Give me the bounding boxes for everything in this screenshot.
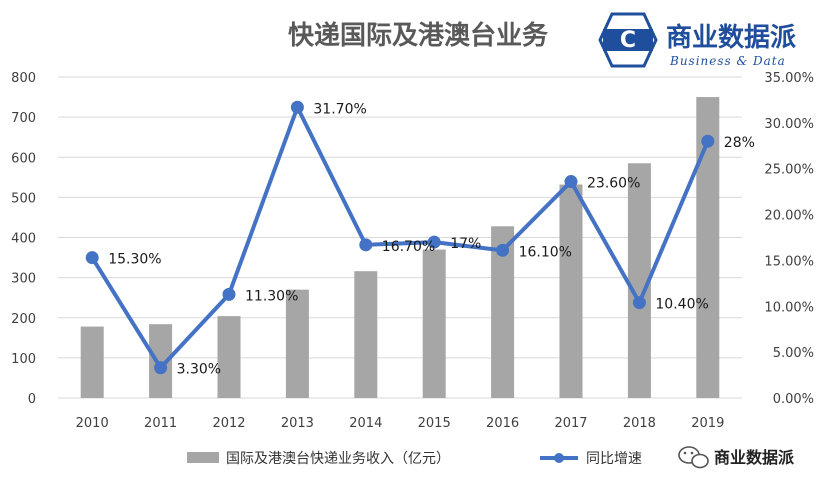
x-axis: 2010 2011 2012 2013 2014 2015 2016 2017 2018 2019 bbox=[76, 416, 725, 431]
chat-bubble-icon bbox=[678, 446, 709, 469]
point-2017 bbox=[564, 175, 578, 189]
y-left-tick-label: 600 bbox=[11, 151, 36, 166]
data-label: 10.40% bbox=[655, 297, 708, 313]
point-2018 bbox=[632, 296, 646, 310]
data-label: 16.70% bbox=[382, 239, 435, 255]
legend-line-label: 同比增速 bbox=[586, 451, 642, 467]
x-tick-label: 2012 bbox=[212, 416, 245, 431]
bar-2013 bbox=[285, 289, 309, 398]
data-label: 23.60% bbox=[587, 176, 640, 192]
y-left-tick-label: 0 bbox=[28, 392, 36, 407]
bar-2011 bbox=[149, 324, 173, 398]
y-right-tick-label: 0.00% bbox=[773, 392, 814, 407]
x-tick-label: 2014 bbox=[349, 416, 382, 431]
data-label: 15.30% bbox=[108, 252, 161, 268]
data-label: 3.30% bbox=[177, 362, 221, 378]
y-right-tick-label: 35.00% bbox=[764, 71, 814, 86]
watermark-label: 商业数据派 bbox=[714, 448, 795, 467]
x-tick-label: 2013 bbox=[281, 416, 314, 431]
bar-series bbox=[80, 97, 720, 398]
point-2013 bbox=[290, 100, 304, 114]
point-2019 bbox=[701, 134, 715, 148]
x-tick-label: 2015 bbox=[418, 416, 451, 431]
data-label: 31.70% bbox=[313, 101, 366, 117]
y-right-tick-label: 5.00% bbox=[773, 346, 814, 361]
brand-hexagon-icon: C bbox=[598, 12, 658, 68]
x-tick-label: 2010 bbox=[76, 416, 109, 431]
bar-2019 bbox=[696, 97, 720, 398]
line-points bbox=[85, 100, 715, 375]
y-left-tick-label: 500 bbox=[11, 191, 36, 206]
y-right-tick-label: 15.00% bbox=[764, 254, 814, 269]
brand-tagline: Business & Data bbox=[669, 54, 786, 68]
bar-2015 bbox=[422, 249, 446, 398]
x-tick-label: 2016 bbox=[486, 416, 519, 431]
y-axis-left: 0 100 200 300 400 500 600 700 800 bbox=[11, 71, 36, 407]
y-right-tick-label: 20.00% bbox=[764, 209, 814, 224]
brand-logo-letter: C bbox=[620, 28, 636, 53]
y-left-tick-label: 300 bbox=[11, 272, 36, 287]
x-tick-label: 2011 bbox=[144, 416, 177, 431]
y-axis-right: 0.00% 5.00% 10.00% 15.00% 20.00% 25.00% 30.00%… bbox=[764, 71, 814, 407]
growth-line bbox=[90, 105, 710, 370]
bar-2016 bbox=[491, 226, 515, 398]
bar-2018 bbox=[627, 163, 651, 398]
y-right-tick-label: 30.00% bbox=[764, 117, 814, 132]
point-2010 bbox=[85, 251, 99, 265]
point-2015 bbox=[427, 235, 441, 249]
bar-2010 bbox=[80, 326, 104, 398]
bar-2017 bbox=[559, 184, 583, 398]
chart-title: 快递国际及港澳台业务 bbox=[288, 20, 548, 51]
bar-2012 bbox=[217, 316, 241, 398]
y-left-tick-label: 100 bbox=[11, 352, 36, 367]
y-left-tick-label: 200 bbox=[11, 312, 36, 327]
y-right-tick-label: 10.00% bbox=[764, 300, 814, 315]
point-2012 bbox=[222, 287, 236, 301]
data-label: 11.30% bbox=[245, 288, 298, 304]
bar-2014 bbox=[354, 271, 378, 398]
data-label: 16.10% bbox=[519, 244, 572, 260]
y-left-tick-label: 800 bbox=[11, 71, 36, 86]
y-left-tick-label: 400 bbox=[11, 232, 36, 247]
data-label: 17% bbox=[450, 236, 481, 252]
line-series bbox=[90, 105, 710, 370]
watermark: 商业数据派 bbox=[678, 446, 795, 469]
x-tick-label: 2017 bbox=[554, 416, 587, 431]
y-right-tick-label: 25.00% bbox=[764, 163, 814, 178]
x-tick-label: 2019 bbox=[691, 416, 724, 431]
legend-line-swatch bbox=[540, 453, 578, 463]
point-2014 bbox=[359, 238, 373, 252]
brand-logo: C 商业数据派 Business & Data bbox=[598, 12, 796, 68]
data-labels: 15.30% 3.30% 11.30% 31.70% 16.70% 17% 16.10% 23… bbox=[108, 101, 755, 377]
legend: 国际及港澳台快递业务收入（亿元） 同比增速 bbox=[187, 451, 642, 467]
point-2011 bbox=[154, 361, 168, 375]
legend-bar-label: 国际及港澳台快递业务收入（亿元） bbox=[226, 451, 450, 467]
brand-name: 商业数据派 bbox=[666, 22, 796, 53]
legend-bar-swatch bbox=[187, 452, 219, 463]
point-2016 bbox=[496, 243, 510, 257]
y-left-tick-label: 700 bbox=[11, 111, 36, 126]
x-tick-label: 2018 bbox=[623, 416, 656, 431]
data-label: 28% bbox=[724, 135, 755, 151]
